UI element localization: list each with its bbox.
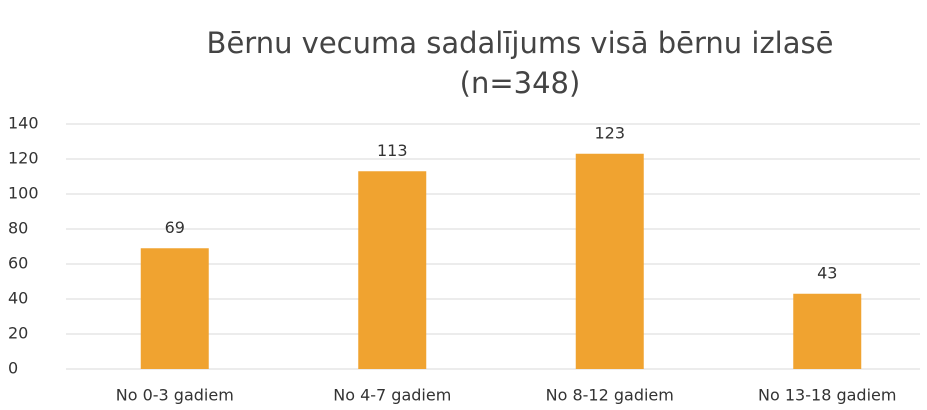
chart-title: Bērnu vecuma sadalījums visā bērnu izlas… xyxy=(207,26,834,60)
bar xyxy=(793,293,862,369)
y-tick-label: 140 xyxy=(8,114,39,133)
x-tick-label: No 13-18 gadiem xyxy=(758,386,896,405)
x-tick-label: No 4-7 gadiem xyxy=(333,386,451,405)
y-tick-label: 100 xyxy=(8,184,39,203)
data-label: 113 xyxy=(377,141,408,160)
x-tick-label: No 0-3 gadiem xyxy=(116,386,234,405)
bar xyxy=(358,171,427,369)
y-tick-label: 0 xyxy=(8,359,18,378)
y-tick-label: 80 xyxy=(8,219,28,238)
y-tick-label: 60 xyxy=(8,254,28,273)
chart-title: (n=348) xyxy=(460,66,581,100)
data-label: 123 xyxy=(594,123,625,142)
y-tick-label: 120 xyxy=(8,149,39,168)
bar xyxy=(140,248,209,369)
data-label: 43 xyxy=(817,263,837,282)
y-tick-label: 40 xyxy=(8,289,28,308)
bar xyxy=(575,153,644,369)
y-tick-label: 20 xyxy=(8,324,28,343)
data-label: 69 xyxy=(165,218,185,237)
x-tick-label: No 8-12 gadiem xyxy=(546,386,674,405)
